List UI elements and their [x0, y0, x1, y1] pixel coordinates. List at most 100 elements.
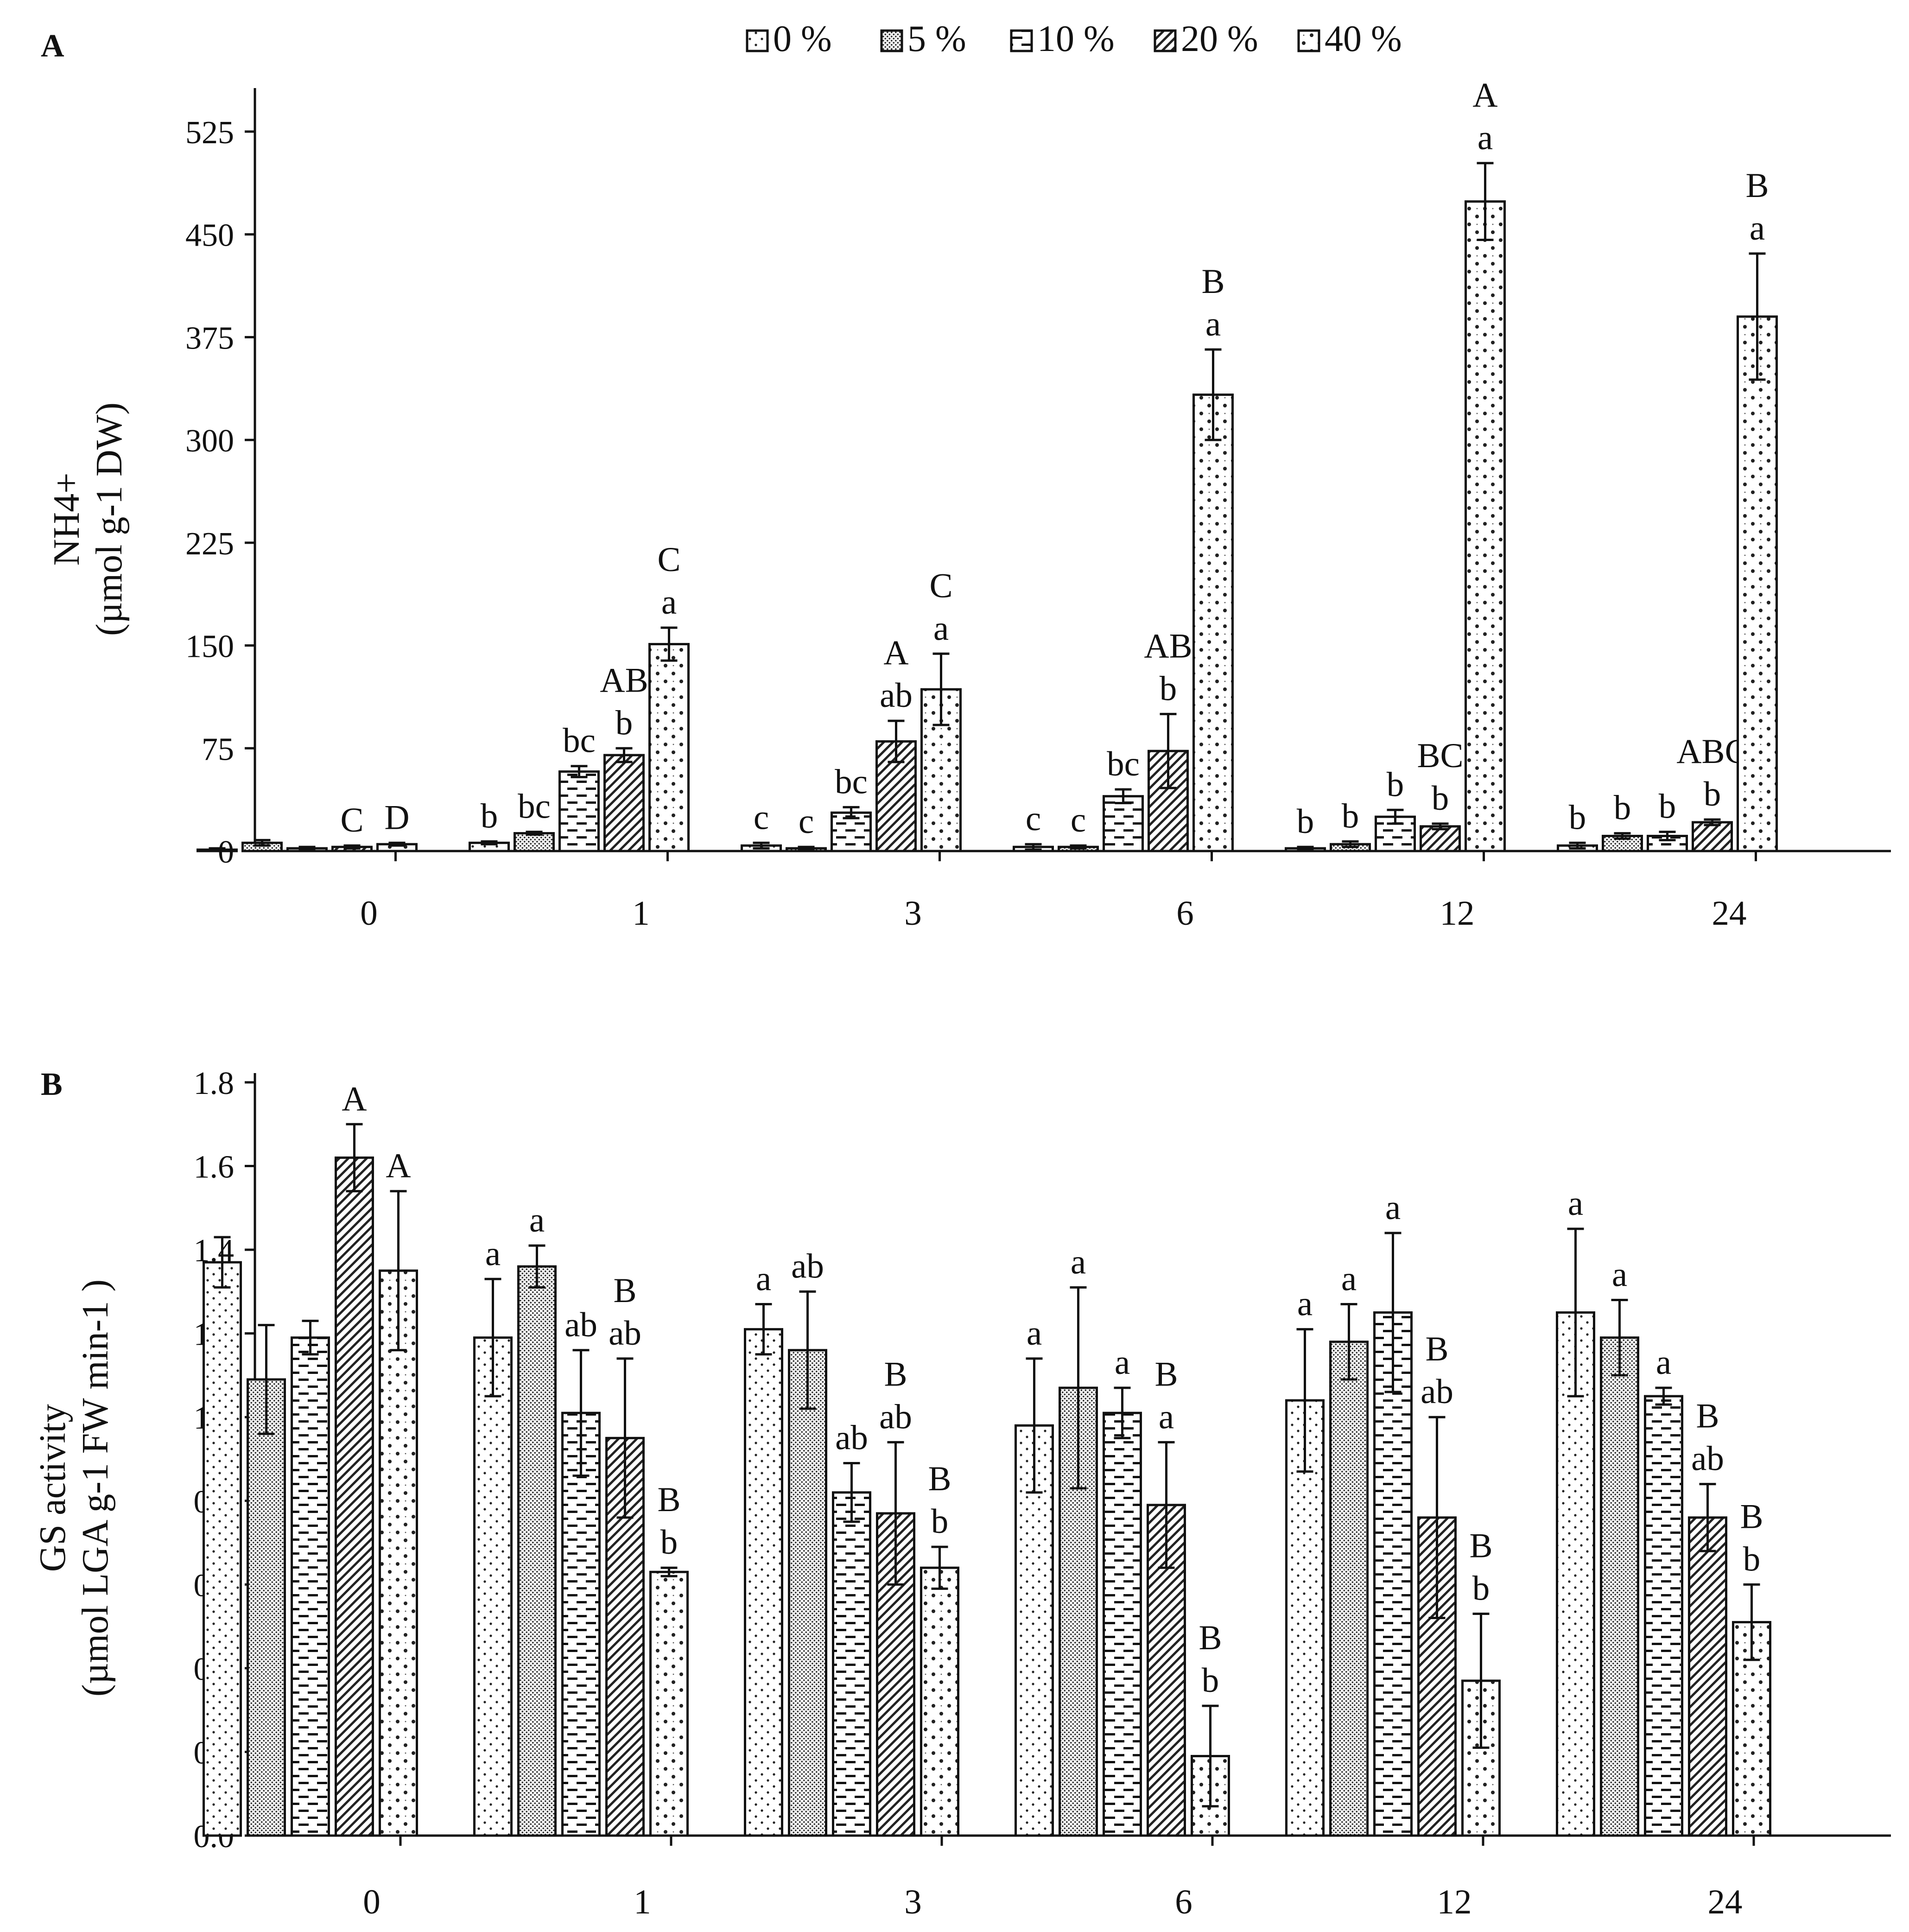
panel-b-significance-letter: a — [1071, 1243, 1086, 1281]
panel-a-ytick-label: 525 — [185, 115, 234, 151]
panel-a-significance-letter: b — [1569, 798, 1586, 837]
panel-b-significance-letter: a — [1568, 1184, 1583, 1223]
panel-b-significance-letter: b — [931, 1502, 949, 1541]
panel-b-significance-letter: a — [1027, 1314, 1042, 1353]
panel-a-category-label: 3 — [904, 894, 922, 933]
panel-b-significance-letter: a — [1341, 1259, 1357, 1298]
panel-b-bar — [788, 1349, 827, 1837]
legend-label-4: 40 % — [1325, 19, 1402, 59]
panel-b-bar — [335, 1157, 374, 1837]
panel-b-significance-letter: ab — [879, 1398, 912, 1436]
panel-a-category-label: 6 — [1176, 894, 1194, 933]
panel-b-category-label: 6 — [1175, 1883, 1192, 1921]
legend-swatch-3 — [1154, 29, 1177, 52]
panel-a-significance-letter: c — [1071, 801, 1086, 839]
panel-a-significance-letter: a — [1205, 305, 1221, 343]
panel-b-bar — [1600, 1336, 1639, 1837]
panel-b-significance-letter: A — [342, 1080, 367, 1118]
panel-b-bar — [1329, 1341, 1369, 1837]
panel-b-significance-letter: B — [1199, 1619, 1222, 1657]
panel-a-ytick-label: 375 — [185, 320, 234, 356]
panel-b-significance-letter: a — [1385, 1188, 1401, 1227]
panel-b-significance-letter: ab — [609, 1314, 641, 1353]
legend-swatch-0 — [746, 29, 769, 52]
panel-b-bar — [1556, 1311, 1595, 1837]
panel-a-significance-letter: a — [1750, 209, 1765, 248]
panel-b-bar — [920, 1566, 959, 1837]
panel-a-significance-letter: c — [754, 798, 769, 837]
panel-b-bar — [1373, 1311, 1413, 1837]
panel-a-bar — [1192, 394, 1234, 852]
panel-a-bar — [1103, 795, 1144, 852]
panel-b-plot: 0.00.20.40.60.81.01.21.41.61.801361224aa… — [194, 1066, 1891, 1921]
panel-a-significance-letter: a — [661, 583, 677, 622]
legend-label-0: 0 % — [773, 19, 832, 59]
panel-b-significance-letter: a — [529, 1201, 545, 1239]
panel-b-bar — [649, 1570, 689, 1837]
panel-b-significance-letter: a — [1115, 1343, 1130, 1382]
panel-a-significance-letter: C — [929, 566, 952, 605]
panel-b-category-label: 0 — [363, 1883, 381, 1921]
panel-a-category-label: 24 — [1712, 894, 1747, 933]
legend-swatch-2 — [1010, 29, 1033, 52]
panel-a-significance-letter: A — [883, 634, 908, 672]
panel-a-significance-letter: b — [1160, 669, 1177, 708]
panel-a-significance-letter: BC — [1417, 737, 1463, 775]
panel-a-bar — [1692, 821, 1733, 852]
panel-a-significance-letter: a — [933, 609, 949, 648]
panel-a-significance-letter: b — [615, 704, 633, 742]
panel-a-significance-letter: B — [1745, 166, 1769, 205]
panel-b-category-label: 1 — [634, 1883, 651, 1921]
panel-a-category-label: 0 — [360, 894, 378, 933]
panel-b-significance-letter: B — [928, 1460, 951, 1498]
panel-b-ylabel-line1: GS activity — [32, 1404, 73, 1572]
legend: 0 % 5 % 10 % 20 % 40 % — [746, 19, 1402, 59]
panel-b-category-label: 24 — [1708, 1883, 1743, 1921]
panel-b-significance-letter: A — [386, 1147, 411, 1185]
panel-a-significance-letter: c — [1026, 800, 1041, 838]
panel-b-significance-letter: a — [1656, 1343, 1671, 1382]
panel-a-significance-letter: A — [1472, 76, 1497, 114]
panel-b-significance-letter: a — [1159, 1398, 1174, 1436]
panel-a-significance-letter: b — [1387, 765, 1404, 804]
panel-a-significance-letter: b — [1614, 789, 1631, 827]
panel-b-bar — [1688, 1516, 1727, 1837]
panel-a-significance-letter: C — [340, 801, 363, 839]
panel-a-ytick-label: 150 — [185, 629, 234, 665]
panel-b-significance-letter: ab — [835, 1419, 868, 1457]
panel-b-significance-letter: b — [1743, 1540, 1761, 1578]
panel-a-significance-letter: D — [384, 798, 409, 837]
panel-a-significance-letter: B — [1201, 262, 1224, 301]
panel-b-significance-letter: B — [884, 1355, 907, 1393]
panel-a-bar — [1420, 825, 1461, 852]
panel-a-significance-letter: bc — [563, 722, 596, 760]
panel-b-ylabel-line2: (µmol LGA g-1 FW min-1 ) — [75, 1279, 116, 1697]
panel-b-category-label: 12 — [1437, 1883, 1472, 1921]
panel-a-significance-letter: bc — [518, 788, 551, 826]
panel-b-bar — [247, 1378, 286, 1837]
panel-b-bar — [1103, 1411, 1142, 1837]
panel-b-bar — [561, 1411, 601, 1837]
panel-a-category-label: 12 — [1440, 894, 1475, 933]
legend-label-3: 20 % — [1181, 19, 1258, 59]
panel-b-significance-letter: a — [756, 1259, 771, 1298]
panel-b-significance-letter: B — [1154, 1355, 1178, 1393]
panel-b-significance-letter: a — [1297, 1285, 1313, 1323]
panel-b-bar — [379, 1269, 418, 1837]
panel-b-significance-letter: B — [1740, 1497, 1763, 1536]
panel-b-significance-letter: B — [1696, 1397, 1719, 1436]
panel-a-ytick-label: 300 — [185, 423, 234, 459]
panel-b-significance-letter: a — [1612, 1255, 1627, 1294]
panel-b-ytick-label: 1.6 — [194, 1150, 235, 1185]
panel-a-bar — [1737, 315, 1778, 852]
panel-b-significance-letter: ab — [564, 1306, 597, 1344]
panel-b-significance-letter: ab — [1691, 1440, 1724, 1478]
panel-a-significance-letter: C — [657, 540, 680, 579]
panel-b-significance-letter: ab — [791, 1247, 824, 1285]
legend-swatch-4 — [1297, 29, 1320, 52]
panel-a-ylabel-line2: (µmol g-1 DW) — [89, 402, 130, 636]
panel-b-significance-letter: B — [1469, 1527, 1492, 1565]
panel-b-label: B — [41, 1067, 63, 1102]
panel-a-significance-letter: a — [1478, 119, 1493, 157]
